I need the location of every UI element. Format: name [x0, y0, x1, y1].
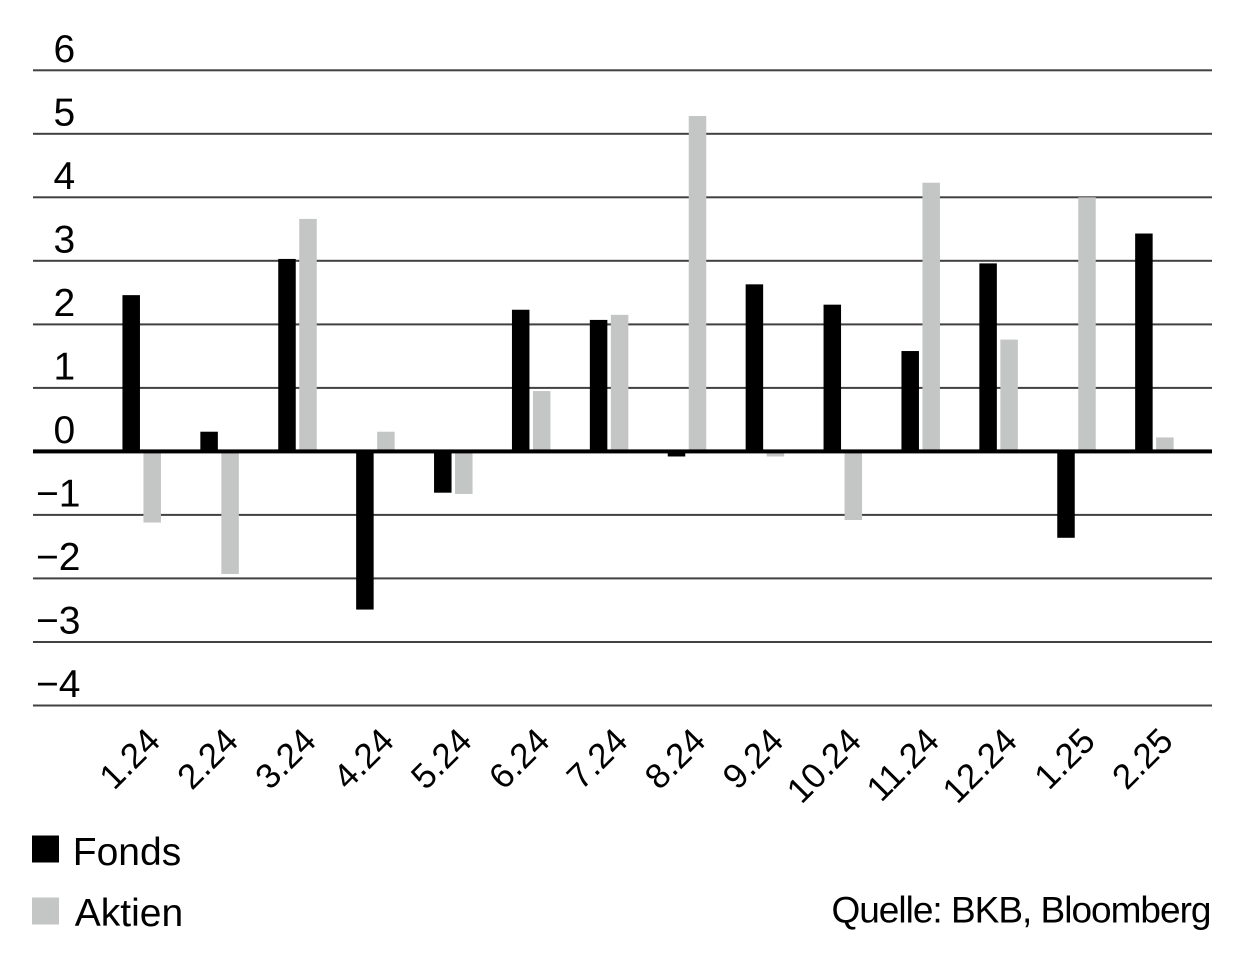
svg-text:−4: −4 — [36, 663, 80, 706]
svg-text:2: 2 — [54, 282, 76, 325]
svg-text:4: 4 — [54, 155, 76, 198]
svg-text:−3: −3 — [36, 600, 80, 643]
svg-text:Quelle: BKB, Bloomberg: Quelle: BKB, Bloomberg — [831, 890, 1210, 931]
svg-text:6: 6 — [54, 28, 76, 71]
svg-text:0: 0 — [54, 409, 76, 452]
svg-text:1: 1 — [54, 345, 76, 388]
svg-text:Aktien: Aktien — [75, 892, 183, 935]
svg-text:Fonds: Fonds — [73, 831, 181, 874]
svg-text:−2: −2 — [36, 536, 80, 579]
svg-text:3: 3 — [54, 218, 76, 261]
svg-text:5: 5 — [54, 91, 76, 134]
svg-text:−1: −1 — [36, 472, 80, 515]
